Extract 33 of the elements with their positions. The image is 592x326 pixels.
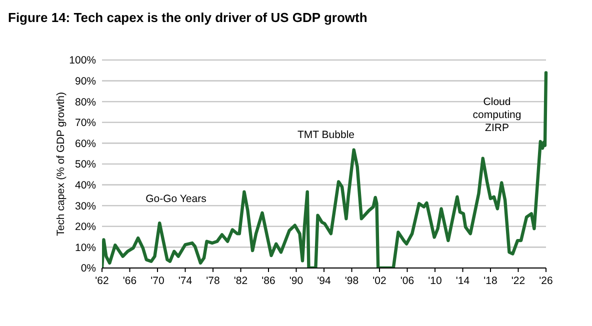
chart-title: Figure 14: Tech capex is the only driver of US GDP growth xyxy=(8,10,368,25)
y-tick-label: 60% xyxy=(74,138,96,150)
x-tick-label: '10 xyxy=(428,275,442,287)
x-tick-label: '22 xyxy=(511,275,526,287)
x-tick-label: '06 xyxy=(400,275,414,287)
y-tick-label: 20% xyxy=(74,221,96,234)
x-tick-label: '78 xyxy=(206,275,220,287)
annotation: Go-Go Years xyxy=(146,193,206,205)
x-tick-label: '02 xyxy=(372,275,386,287)
y-tick-label: 10% xyxy=(74,242,96,254)
x-tick-label: '74 xyxy=(178,275,192,287)
x-tick-label: '26 xyxy=(539,275,553,287)
y-tick-label: 0% xyxy=(80,262,96,275)
y-tick-label: 90% xyxy=(74,75,96,88)
x-tick-label: '90 xyxy=(289,275,304,287)
x-tick-label: '70 xyxy=(150,275,164,287)
annotation: TMT Bubble xyxy=(298,129,355,141)
x-tick-label: '14 xyxy=(456,275,470,287)
y-tick-label: 70% xyxy=(74,117,96,130)
y-tick-label: 40% xyxy=(74,179,96,192)
y-tick-label: 100% xyxy=(69,54,96,67)
y-tick-label: 80% xyxy=(74,96,96,108)
x-tick-label: '66 xyxy=(122,275,137,287)
x-tick-label: '82 xyxy=(234,275,248,287)
y-tick-label: 50% xyxy=(74,158,96,171)
x-tick-label: '86 xyxy=(262,275,276,287)
annotation: Cloud computing ZIRP xyxy=(472,96,522,134)
x-tick-label: '94 xyxy=(317,275,331,287)
x-tick-label: '62 xyxy=(95,275,109,287)
y-tick-label: 30% xyxy=(74,200,96,212)
y-axis-title: Tech capex (% of GDP growth) xyxy=(55,92,67,236)
x-tick-label: '18 xyxy=(484,275,498,287)
x-tick-label: '98 xyxy=(344,275,359,287)
